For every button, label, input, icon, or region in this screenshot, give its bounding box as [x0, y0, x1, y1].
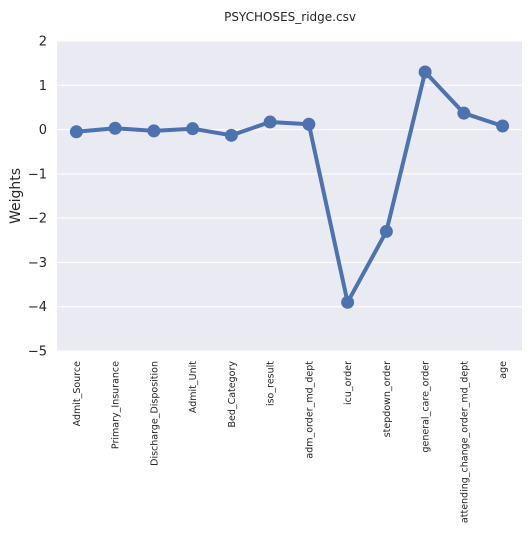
data-point: [496, 119, 510, 133]
data-point: [263, 115, 277, 129]
plot-area: [57, 41, 522, 351]
data-point: [418, 65, 432, 79]
data-point: [379, 224, 393, 238]
x-tick-label: Admit_Unit: [188, 361, 199, 413]
data-point: [302, 117, 316, 131]
y-tick-label: 2: [39, 35, 47, 50]
y-tick-label: 1: [39, 79, 47, 94]
data-point: [69, 125, 83, 139]
x-tick-label: attending_change_order_md_dept: [459, 361, 470, 523]
data-point: [186, 122, 200, 136]
x-tick-label: Bed_Category: [227, 361, 238, 428]
y-axis-label: Weights: [8, 168, 24, 224]
data-point: [457, 106, 471, 120]
x-tick-label: Primary_Insurance: [111, 361, 122, 449]
x-tick-label: iso_result: [266, 361, 277, 406]
x-tick-label: adm_order_md_dept: [304, 361, 315, 459]
y-tick-labels: −5 −4 −3 −2 −1 0 1 2: [28, 35, 47, 360]
y-tick-label: −5: [28, 345, 47, 360]
x-tick-label: Discharge_Disposition: [149, 361, 160, 466]
data-point: [224, 128, 238, 142]
y-tick-label: −3: [28, 256, 47, 271]
y-tick-label: 0: [39, 123, 47, 138]
x-tick-label: general_care_order: [421, 361, 432, 453]
data-point: [147, 124, 161, 138]
x-tick-label: Admit_Source: [72, 361, 83, 427]
x-tick-label: stepdown_order: [382, 361, 393, 437]
series-points: [69, 65, 510, 309]
chart-title: PSYCHOSES_ridge.csv: [224, 10, 356, 24]
data-point: [108, 121, 122, 135]
x-tick-label: icu_order: [343, 361, 354, 405]
y-tick-label: −2: [28, 212, 47, 227]
data-point: [341, 295, 355, 309]
y-tick-label: −4: [28, 300, 47, 315]
y-tick-label: −1: [28, 167, 47, 182]
x-tick-labels: Admit_Source Primary_Insurance Discharge_D…: [72, 361, 509, 523]
x-tick-label: age: [498, 361, 509, 379]
